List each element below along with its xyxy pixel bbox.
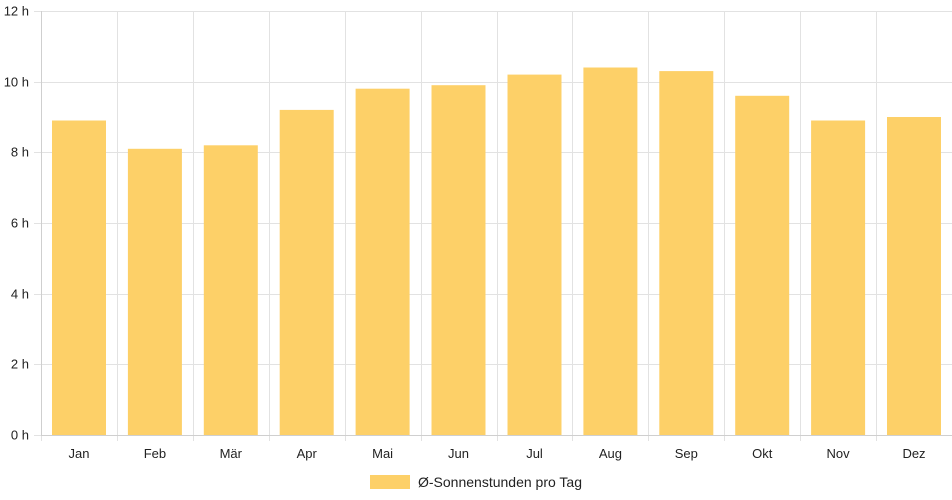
y-tick-label: 8 h [11, 145, 29, 160]
y-tick-label: 0 h [11, 428, 29, 443]
x-tick-label: Feb [144, 446, 166, 461]
bar-mai [355, 88, 410, 435]
legend[interactable]: Ø-Sonnenstunden pro Tag [370, 474, 582, 490]
bar-sep [659, 71, 714, 435]
bars-layer [52, 67, 941, 436]
x-tick-label: Jun [448, 446, 469, 461]
x-tick-label: Nov [827, 446, 851, 461]
bar-mär [203, 145, 258, 436]
y-tick-label: 12 h [4, 4, 29, 19]
y-tick-label: 2 h [11, 357, 29, 372]
bar-feb [127, 148, 182, 436]
y-tick-label: 10 h [4, 75, 29, 90]
bar-nov [811, 120, 866, 435]
x-tick-label: Mai [372, 446, 393, 461]
x-tick-label: Dez [902, 446, 925, 461]
grid-layer [34, 11, 952, 441]
legend-label: Ø-Sonnenstunden pro Tag [418, 474, 582, 490]
x-tick-label: Sep [675, 446, 698, 461]
bar-jul [507, 74, 562, 435]
axis-layer: 0 h 2 h 4 h 6 h 8 h 10 h 12 h Jan Feb Mär Apr Mai Ju… [4, 4, 952, 461]
bar-aug [583, 67, 638, 435]
x-tick-label: Aug [599, 446, 622, 461]
bar-okt [735, 95, 790, 436]
x-tick-label: Apr [297, 446, 318, 461]
legend-swatch [370, 475, 410, 489]
bar-jun [431, 85, 486, 435]
x-tick-label: Okt [752, 446, 773, 461]
y-tick-label: 6 h [11, 216, 29, 231]
bar-jan [52, 120, 106, 435]
x-tick-label: Mär [220, 446, 243, 461]
x-tick-label: Jul [526, 446, 543, 461]
bar-apr [279, 109, 334, 436]
x-tick-label: Jan [69, 446, 90, 461]
bar-dez [887, 117, 941, 435]
y-tick-label: 4 h [11, 287, 29, 302]
